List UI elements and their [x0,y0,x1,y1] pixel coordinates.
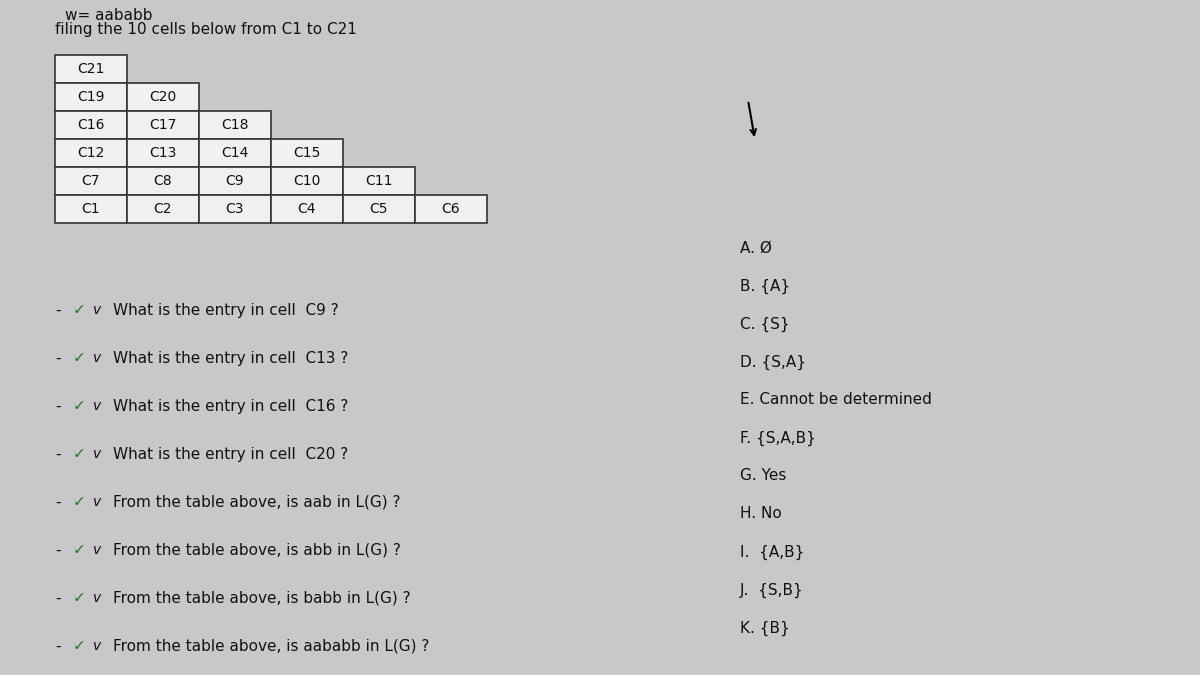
Bar [271,167,343,195]
Text: What is the entry in cell  C13 ?: What is the entry in cell C13 ? [113,350,348,365]
Text: D. {S,A}: D. {S,A} [740,354,806,370]
Text: -: - [55,350,60,365]
Text: ✓: ✓ [73,495,85,510]
Text: filing the 10 cells below from C1 to C21: filing the 10 cells below from C1 to C21 [55,22,356,37]
Bar [199,167,271,195]
Text: ✓: ✓ [73,639,85,653]
Text: -: - [55,495,60,510]
Text: -: - [55,543,60,558]
Text: What is the entry in cell  C9 ?: What is the entry in cell C9 ? [113,302,338,317]
Bar [127,139,199,167]
Bar [127,111,199,139]
Bar [55,111,127,139]
Text: v: v [94,447,101,461]
Text: v: v [94,639,101,653]
Bar [55,83,127,111]
Text: C4: C4 [298,202,317,216]
Text: C21: C21 [77,62,104,76]
Text: C16: C16 [77,118,104,132]
Text: v: v [94,303,101,317]
Bar [343,167,415,195]
Text: v: v [94,543,101,557]
Bar [343,195,415,223]
Text: From the table above, is abb in L(G) ?: From the table above, is abb in L(G) ? [113,543,401,558]
Text: v: v [94,495,101,509]
Bar [199,111,271,139]
Text: C14: C14 [221,146,248,160]
Text: ✓: ✓ [73,591,85,605]
Text: w= aababb: w= aababb [65,8,152,23]
Text: -: - [55,302,60,317]
Text: C11: C11 [365,174,392,188]
Text: H. No: H. No [740,506,781,522]
Text: C19: C19 [77,90,104,104]
Text: C2: C2 [154,202,173,216]
Text: C6: C6 [442,202,461,216]
Text: -: - [55,398,60,414]
Text: -: - [55,639,60,653]
Text: C5: C5 [370,202,389,216]
Text: C10: C10 [293,174,320,188]
Text: B. {A}: B. {A} [740,278,790,294]
Text: ✓: ✓ [73,446,85,462]
Text: J.  {S,B}: J. {S,B} [740,583,804,597]
Bar [55,195,127,223]
Text: v: v [94,591,101,605]
Text: C3: C3 [226,202,245,216]
Bar [127,83,199,111]
Text: C18: C18 [221,118,248,132]
Text: C15: C15 [293,146,320,160]
Text: E. Cannot be determined: E. Cannot be determined [740,392,932,408]
Text: C20: C20 [149,90,176,104]
Text: A. Ø: A. Ø [740,240,772,256]
Text: K. {B}: K. {B} [740,620,790,636]
Text: F. {S,A,B}: F. {S,A,B} [740,431,816,446]
Text: What is the entry in cell  C16 ?: What is the entry in cell C16 ? [113,398,348,414]
Text: ✓: ✓ [73,398,85,414]
Bar [55,55,127,83]
Bar [271,195,343,223]
Bar [199,195,271,223]
Bar [55,139,127,167]
Text: ✓: ✓ [73,302,85,317]
Bar [271,139,343,167]
Text: C7: C7 [82,174,101,188]
Text: C13: C13 [149,146,176,160]
Text: From the table above, is babb in L(G) ?: From the table above, is babb in L(G) ? [113,591,410,605]
Text: v: v [94,351,101,365]
Bar [415,195,487,223]
Text: -: - [55,446,60,462]
Text: From the table above, is aab in L(G) ?: From the table above, is aab in L(G) ? [113,495,401,510]
Text: C8: C8 [154,174,173,188]
Text: From the table above, is aababb in L(G) ?: From the table above, is aababb in L(G) … [113,639,430,653]
Text: I.  {A,B}: I. {A,B} [740,545,804,560]
Bar [55,167,127,195]
Text: v: v [94,399,101,413]
Text: G. Yes: G. Yes [740,468,786,483]
Text: ✓: ✓ [73,543,85,558]
Text: -: - [55,591,60,605]
Text: ✓: ✓ [73,350,85,365]
Text: C. {S}: C. {S} [740,317,790,331]
Text: C12: C12 [77,146,104,160]
Bar [127,195,199,223]
Bar [199,139,271,167]
Text: C9: C9 [226,174,245,188]
Text: What is the entry in cell  C20 ?: What is the entry in cell C20 ? [113,446,348,462]
Text: C17: C17 [149,118,176,132]
Text: C1: C1 [82,202,101,216]
Bar [127,167,199,195]
